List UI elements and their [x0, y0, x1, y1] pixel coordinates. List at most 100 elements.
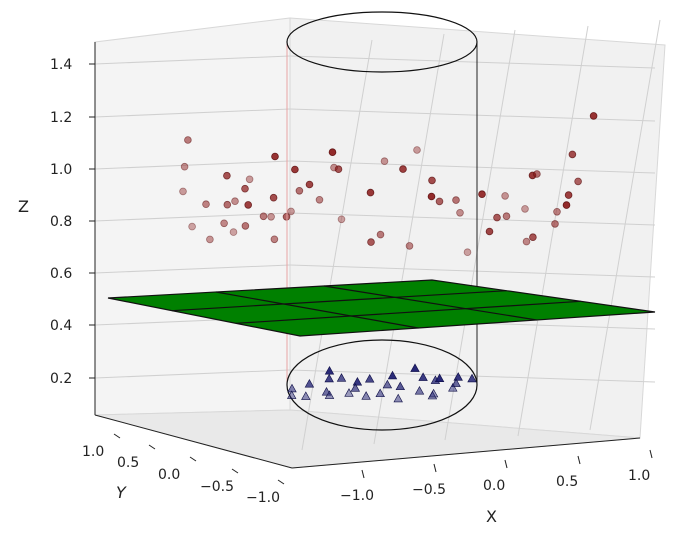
x-tick-mark: [361, 469, 365, 479]
red-point: [184, 136, 192, 144]
y-tick-mark: [113, 433, 121, 439]
red-point: [244, 201, 253, 209]
blue-point: [418, 372, 428, 381]
z-grid-line-left: [94, 55, 291, 65]
red-point: [305, 180, 314, 189]
blue-point: [410, 363, 420, 372]
red-point: [553, 208, 561, 216]
y-tick-mark: [277, 479, 285, 485]
red-point: [485, 227, 494, 236]
red-point: [291, 165, 299, 174]
blue-point: [387, 370, 398, 380]
red-point: [206, 235, 214, 244]
red-point: [380, 157, 389, 166]
red-point: [456, 209, 464, 217]
blue-point: [393, 393, 403, 403]
red-point: [427, 192, 436, 201]
z-tick-label: 1.4: [50, 57, 72, 73]
red-point: [271, 152, 279, 161]
red-point: [521, 205, 529, 213]
z-tick-label: 1.2: [50, 110, 72, 126]
blue-point: [395, 381, 406, 391]
y-axis: 1.0 0.5 0.0 −0.5 −1.0: [82, 414, 293, 506]
red-point: [493, 213, 501, 222]
y-tick-mark: [189, 456, 197, 462]
blue-point: [467, 373, 477, 383]
red-point: [229, 228, 238, 236]
y-axis-line: [94, 414, 293, 469]
red-point: [502, 212, 511, 221]
red-point: [180, 162, 189, 171]
blue-point: [324, 365, 335, 375]
z-axis-label: Z: [18, 197, 29, 216]
blue-point: [304, 378, 315, 388]
red-point: [315, 196, 324, 204]
blue-point: [364, 373, 375, 383]
blue-point: [428, 388, 439, 398]
red-point: [478, 190, 486, 199]
x-axis-label: X: [486, 507, 497, 526]
y-tick-label: 1.0: [82, 444, 104, 460]
z-grid-line-left: [94, 264, 291, 274]
z-grid-line-left: [94, 369, 291, 379]
blue-point: [361, 391, 371, 400]
y-tick-mark: [231, 468, 239, 474]
red-point: [241, 222, 250, 230]
red-point: [529, 233, 537, 242]
red-point: [270, 235, 279, 244]
red-point: [245, 175, 254, 184]
red-point: [223, 200, 232, 209]
red-point: [188, 222, 196, 231]
z-tick-label: 1.0: [50, 162, 72, 178]
x-tick-mark: [577, 455, 581, 465]
red-point: [452, 196, 460, 204]
red-point: [241, 184, 249, 193]
red-point: [405, 242, 414, 250]
red-point: [533, 170, 541, 178]
red-point: [568, 150, 577, 159]
blue-point: [350, 383, 361, 392]
blue-point: [382, 379, 393, 389]
red-point: [269, 193, 278, 202]
x-axis-line: [291, 437, 641, 469]
red-point: [337, 215, 346, 224]
red-point: [367, 238, 375, 246]
x-grid-line: [589, 19, 661, 431]
red-point: [562, 201, 571, 209]
x-axis: −1.0 −0.5 0.0 0.5 1.0: [291, 437, 653, 504]
red-point: [413, 146, 421, 154]
blue-point: [301, 391, 311, 400]
red-point: [328, 148, 337, 157]
red-point: [551, 220, 559, 228]
x-grid-line: [373, 33, 445, 445]
red-point: [399, 165, 407, 173]
blue-point: [324, 390, 335, 399]
red-point: [220, 219, 228, 228]
plane-grid-line: [323, 285, 537, 321]
x-tick-mark: [433, 463, 437, 473]
blue-points-series: [286, 363, 477, 403]
z-grid-line-left: [94, 108, 291, 118]
red-point: [376, 230, 385, 239]
blue-point: [344, 388, 354, 397]
back-panels: [94, 17, 666, 469]
blue-point: [286, 390, 297, 399]
blue-point: [448, 382, 458, 392]
red-point: [428, 176, 436, 185]
z-grid-line-right: [289, 55, 656, 69]
cylinder-bottom-ellipse: [286, 339, 478, 431]
z-tick-label: 0.8: [50, 214, 72, 230]
red-point: [366, 188, 375, 197]
red-point: [501, 192, 509, 200]
plane-grid-line: [215, 291, 419, 329]
y-tick-label: −0.5: [200, 479, 234, 495]
red-point: [574, 177, 582, 186]
red-point: [231, 197, 239, 206]
blue-point: [321, 386, 332, 396]
y-tick-label: 0.5: [117, 455, 139, 471]
blue-point: [336, 373, 347, 382]
y-axis-label: Y: [116, 483, 127, 502]
x-tick-mark: [504, 459, 508, 469]
z-grid-line-right: [289, 212, 656, 226]
blue-point: [324, 373, 334, 383]
